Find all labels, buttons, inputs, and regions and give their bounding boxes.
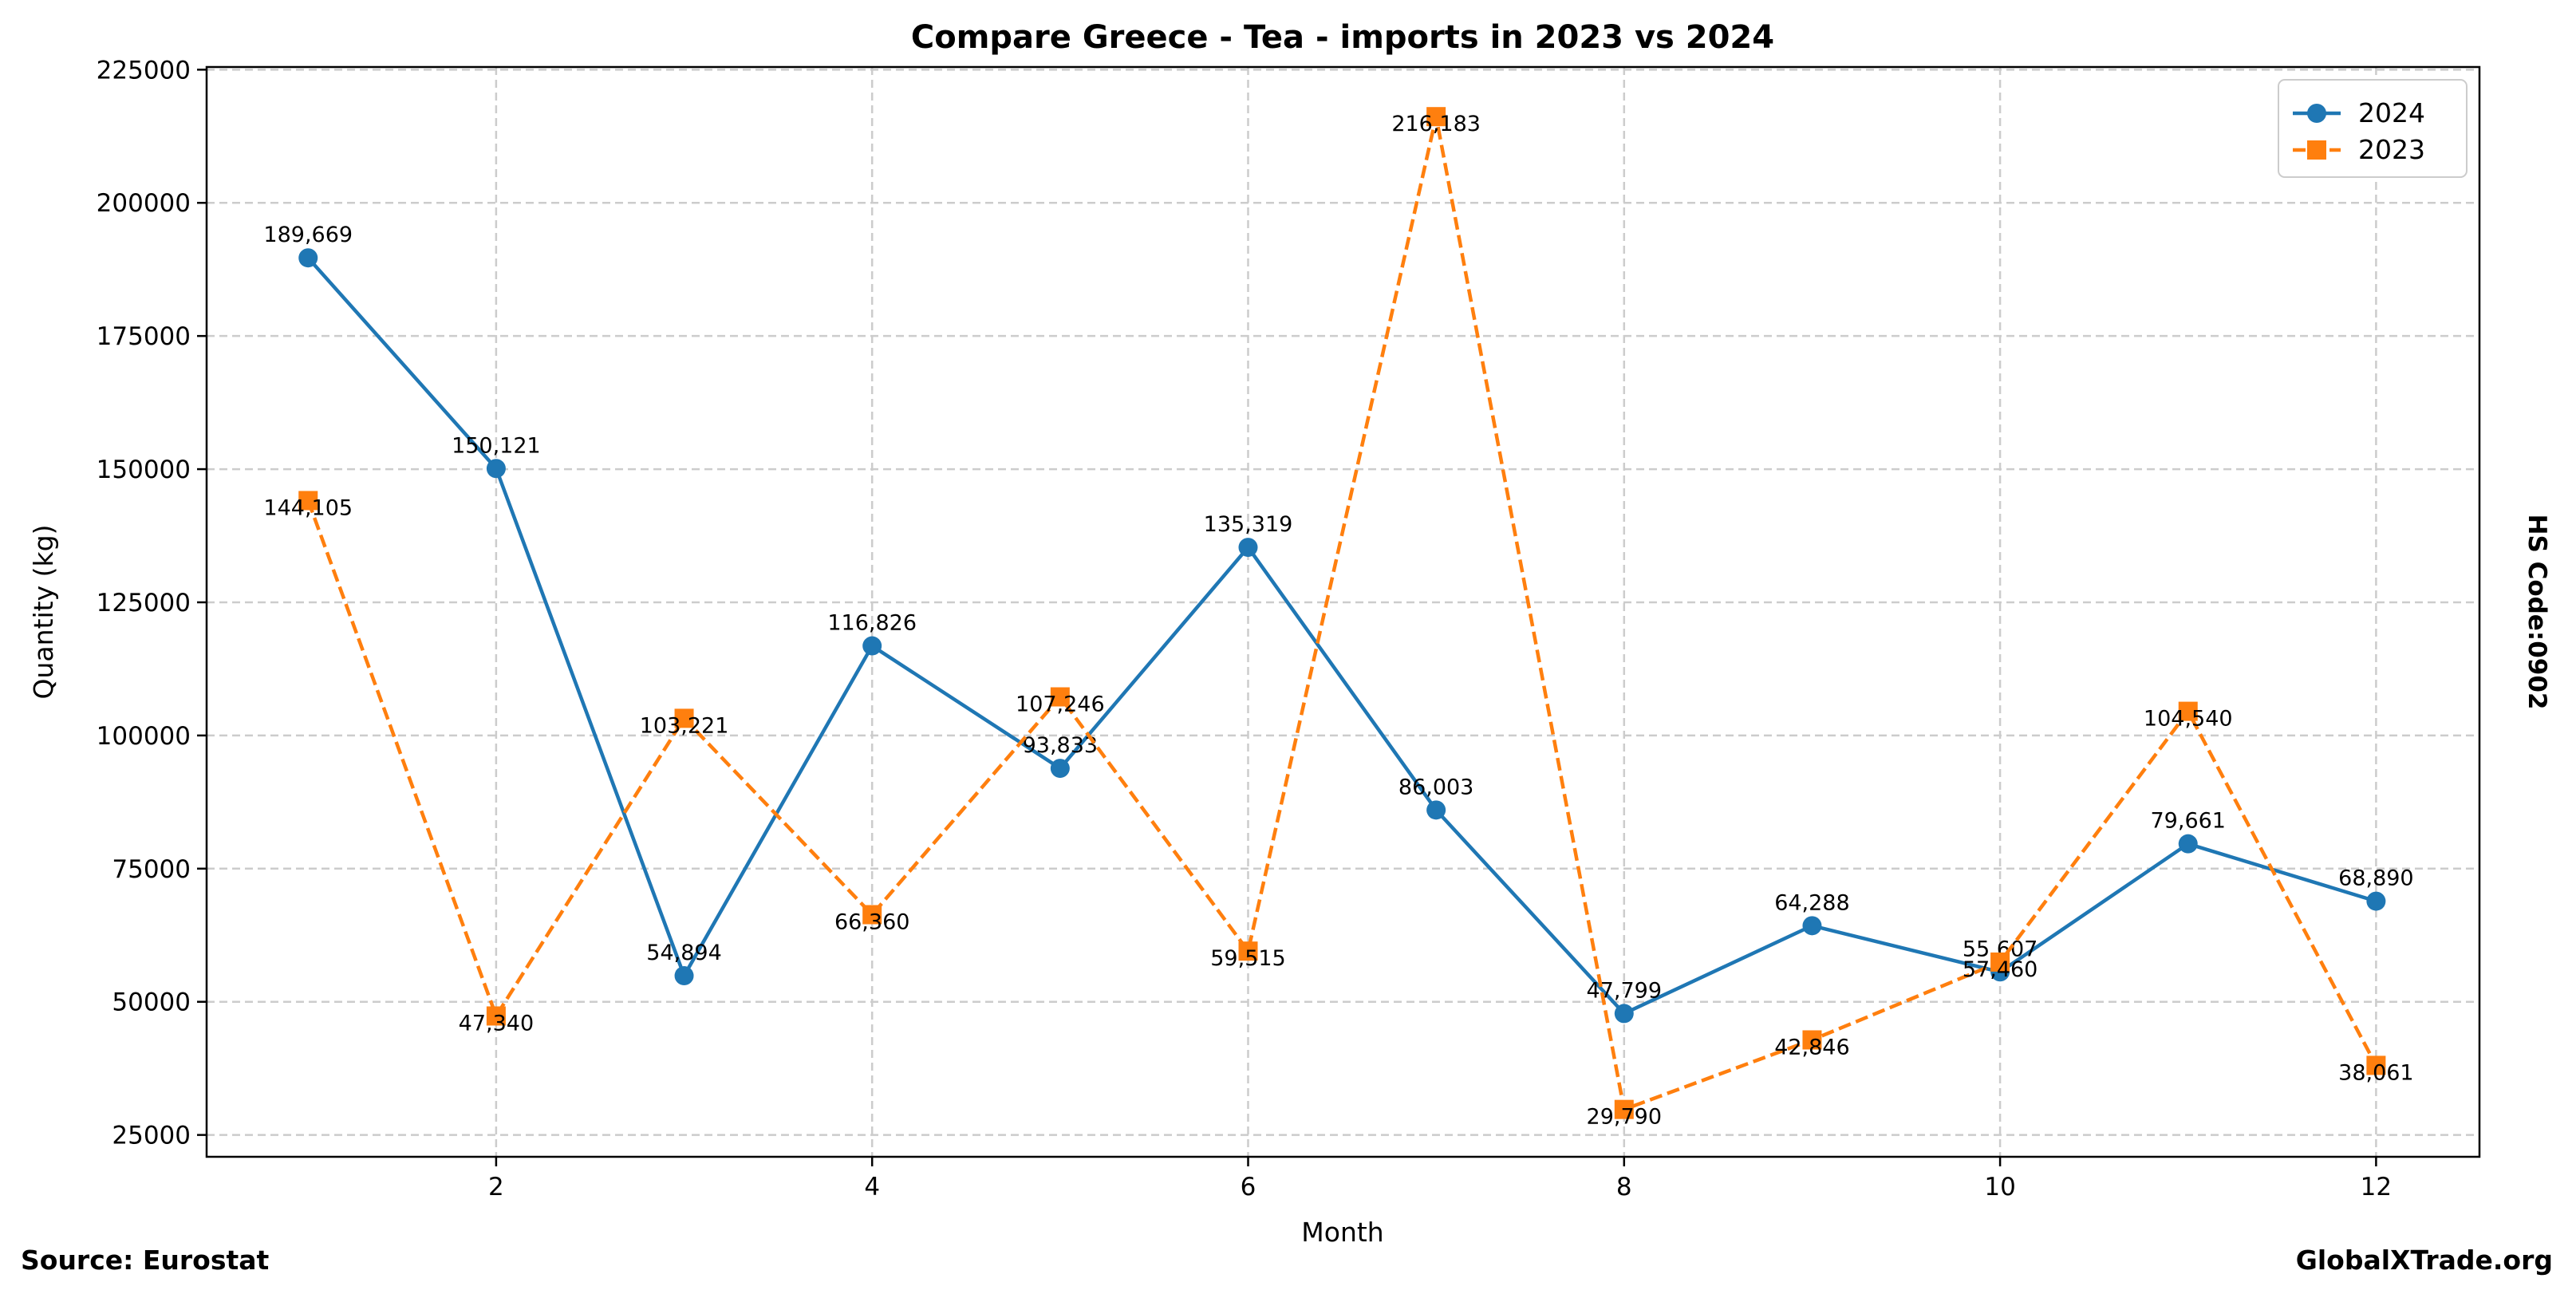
y-tick-label: 75000 (112, 855, 191, 884)
data-point-2023 (2366, 1055, 2386, 1075)
data-label-2023: 216,183 (1391, 112, 1481, 136)
data-point-2023 (1050, 687, 1070, 707)
data-label-2024: 116,826 (827, 611, 917, 636)
data-label-2024: 79,661 (2151, 809, 2226, 834)
legend-marker-2024 (2307, 104, 2326, 123)
series-layer: 189,669 150,121 54,894 116,826 93,833 135,319… (263, 107, 2414, 1130)
legend-marker-2023 (2307, 140, 2326, 160)
data-point-2024 (2178, 834, 2198, 854)
data-label-2024: 93,833 (1023, 733, 1098, 758)
data-point-2024 (1426, 800, 1446, 820)
data-point-2023 (1802, 1030, 1822, 1050)
y-axis-label: Quantity (kg) (28, 525, 59, 700)
legend-label-2023: 2023 (2358, 134, 2425, 165)
data-point-2023 (486, 1006, 506, 1026)
data-label-2023: 103,221 (640, 713, 729, 738)
data-label-2023: 38,061 (2338, 1060, 2413, 1085)
data-point-2024 (1238, 538, 1258, 558)
series-line-2024 (306, 256, 2377, 1016)
data-point-2023 (1990, 952, 2010, 972)
data-label-2023: 42,846 (1774, 1035, 1849, 1059)
data-label-2024: 189,669 (263, 223, 353, 247)
chart-title: Compare Greece - Tea - imports in 2023 v… (911, 19, 1774, 56)
series-line-2023 (306, 116, 2378, 1112)
data-point-2023 (298, 491, 318, 511)
legend: 2024 2023 (2278, 79, 2468, 178)
y-tick-label: 25000 (112, 1122, 191, 1150)
data-point-2023 (1426, 107, 1446, 127)
x-tick-label: 2 (488, 1173, 504, 1201)
data-point-2024 (862, 636, 882, 656)
data-label-2024: 64,288 (1774, 890, 1849, 915)
hs-code-label: HS Code:0902 (2523, 514, 2551, 709)
data-label-2023: 104,540 (2144, 707, 2233, 732)
data-label-2024: 150,121 (452, 433, 541, 458)
data-label-2023: 144,105 (263, 495, 353, 520)
data-label-2023: 57,460 (1963, 957, 2038, 982)
data-point-2024 (674, 966, 694, 986)
data-point-2024 (1802, 916, 1822, 936)
data-point-2023 (2178, 701, 2198, 721)
data-label-2023: 47,340 (459, 1011, 534, 1036)
data-point-2023 (1238, 941, 1258, 961)
data-label-2024: 68,890 (2338, 866, 2413, 891)
x-tick-label: 8 (1616, 1173, 1632, 1201)
x-tick-label: 4 (864, 1173, 880, 1201)
ticks: 2 4 6 8 10 12 25000 50000 75000 100000 125000 15000… (97, 56, 2392, 1201)
data-point-2024 (1050, 759, 1070, 779)
y-tick-label: 175000 (97, 322, 191, 351)
data-label-2023: 29,790 (1587, 1105, 1662, 1130)
data-label-2024: 135,319 (1204, 512, 1293, 537)
data-label-2023: 107,246 (1016, 692, 1105, 717)
site-label: GlobalXTrade.org (2296, 1245, 2553, 1276)
x-tick-label: 6 (1241, 1173, 1256, 1201)
x-tick-label: 10 (1984, 1173, 2015, 1201)
data-label-2024: 86,003 (1398, 775, 1473, 799)
y-tick-label: 150000 (97, 456, 191, 484)
data-point-2024 (1614, 1004, 1634, 1024)
x-tick-label: 12 (2361, 1173, 2392, 1201)
source-label: Source: Eurostat (21, 1245, 270, 1276)
data-point-2023 (862, 905, 882, 925)
data-point-2023 (674, 708, 694, 728)
data-label-2024: 47,799 (1587, 978, 1662, 1003)
data-label-2023: 66,360 (834, 909, 909, 934)
x-axis-label: Month (1301, 1217, 1383, 1248)
data-point-2024 (2366, 891, 2386, 911)
y-tick-label: 200000 (97, 189, 191, 218)
y-tick-label: 225000 (97, 56, 191, 85)
data-label-2023: 59,515 (1210, 946, 1285, 971)
data-point-2023 (1614, 1099, 1634, 1119)
data-label-2024: 54,894 (646, 941, 721, 965)
y-tick-label: 50000 (112, 988, 191, 1017)
grid (207, 67, 2479, 1157)
data-point-2024 (486, 459, 506, 479)
legend-label-2024: 2024 (2358, 97, 2425, 128)
y-tick-label: 100000 (97, 722, 191, 751)
y-tick-label: 125000 (97, 589, 191, 617)
plot-frame (205, 65, 2481, 1158)
data-point-2024 (298, 248, 318, 268)
